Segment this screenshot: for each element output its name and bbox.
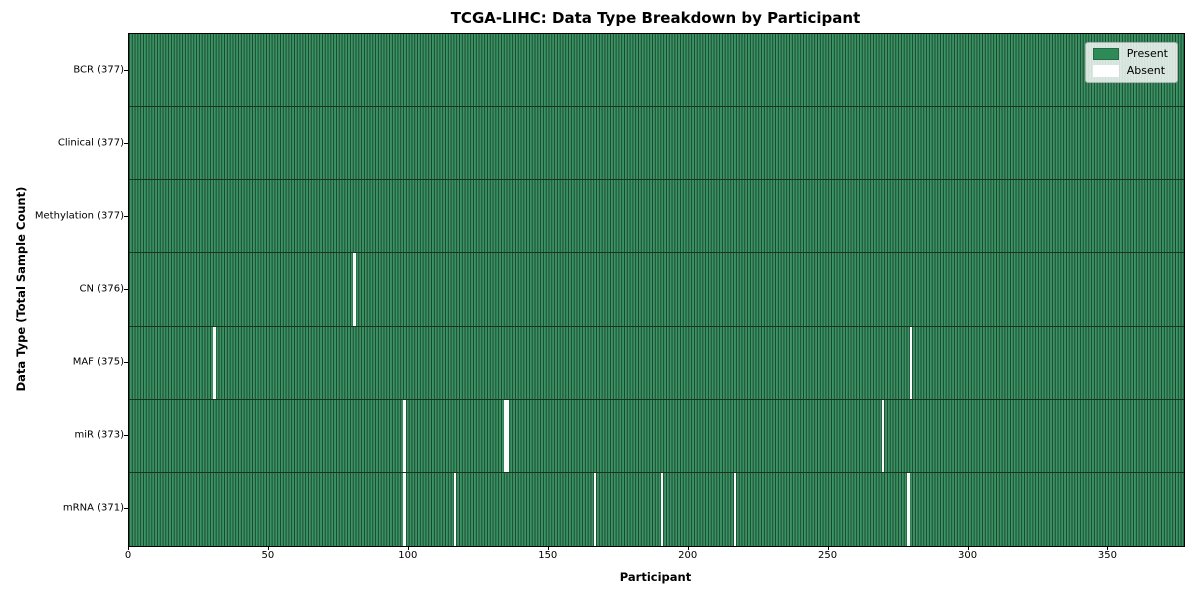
x-axis-title: Participant <box>619 570 692 584</box>
absent-bar <box>353 253 356 326</box>
y-tick-mark <box>124 289 128 290</box>
y-tick-label: MAF (375) <box>72 356 124 368</box>
absent-bar <box>453 472 457 546</box>
x-tick-mark <box>407 546 409 550</box>
y-tick-mark <box>124 362 128 364</box>
y-tick-label: Methylation (377) <box>34 210 124 222</box>
x-tick-label: 200 <box>678 550 698 561</box>
absent-bar <box>506 399 510 472</box>
heatmap-row-bcr <box>129 34 1184 108</box>
absent-bar <box>660 472 664 546</box>
x-tick-mark <box>267 546 269 550</box>
x-tick-label: 50 <box>261 550 275 561</box>
legend: Present Absent <box>1084 42 1178 83</box>
y-tick-label: Clinical (377) <box>57 137 124 149</box>
absent-bar <box>909 326 913 399</box>
x-tick-mark <box>827 546 829 550</box>
y-tick-label: CN (376) <box>79 283 124 295</box>
legend-entry-absent: Absent <box>1092 64 1168 77</box>
legend-swatch-absent <box>1092 65 1119 77</box>
absent-bar <box>403 472 406 546</box>
x-tick-label: 350 <box>1097 550 1117 561</box>
x-tick-label: 150 <box>538 550 558 561</box>
x-tick-mark <box>1107 546 1109 550</box>
legend-entry-present: Present <box>1092 47 1168 60</box>
y-tick-mark <box>124 435 128 437</box>
y-tick-label: BCR (377) <box>73 64 124 76</box>
legend-label: Present <box>1126 47 1168 60</box>
y-tick-mark <box>124 508 128 510</box>
absent-bar <box>593 472 597 546</box>
heatmap-row-methylation <box>129 180 1184 254</box>
x-tick-label: 250 <box>818 550 838 561</box>
absent-bar <box>213 326 216 399</box>
absent-bar <box>881 399 885 472</box>
x-tick-label: 100 <box>398 550 418 561</box>
x-tick-label: 0 <box>124 550 132 561</box>
heatmap-row-maf <box>129 326 1184 400</box>
x-tick-mark <box>687 546 689 550</box>
legend-label: Absent <box>1126 64 1166 77</box>
heatmap-row-cn <box>129 253 1184 327</box>
x-tick-mark <box>967 546 969 550</box>
y-tick-mark <box>124 142 128 144</box>
y-tick-label: miR (373) <box>74 429 124 441</box>
absent-bar <box>907 472 910 546</box>
heatmap-row-clinical <box>129 107 1184 181</box>
x-tick-label: 300 <box>957 550 978 561</box>
legend-swatch-present <box>1092 48 1119 60</box>
x-tick-mark <box>128 546 129 550</box>
heatmap-row-mrna <box>129 472 1184 546</box>
y-tick-mark <box>124 215 128 217</box>
absent-bar <box>504 399 507 472</box>
plot-area: Present Absent <box>128 33 1185 547</box>
chart-title: TCGA-LIHC: Data Type Breakdown by Partic… <box>450 9 861 27</box>
absent-bar <box>403 399 406 472</box>
x-tick-mark <box>547 546 549 550</box>
absent-bar <box>733 472 737 546</box>
y-tick-mark <box>124 69 128 71</box>
heatmap-row-mir <box>129 399 1184 473</box>
y-tick-label: mRNA (371) <box>62 502 124 514</box>
